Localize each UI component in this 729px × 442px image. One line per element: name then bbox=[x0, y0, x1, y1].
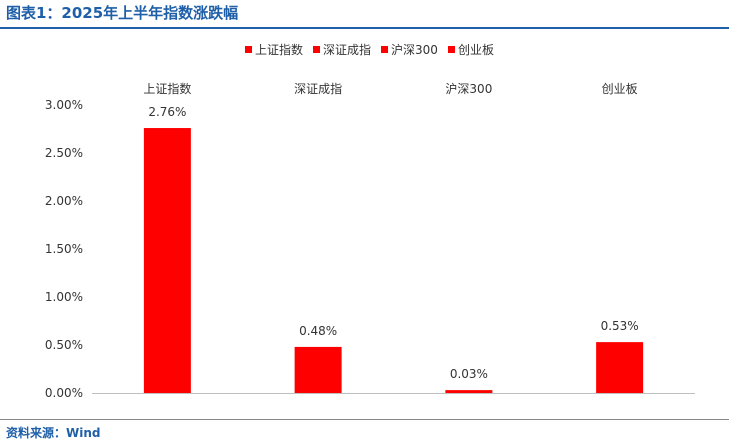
legend-label: 深证成指 bbox=[323, 43, 372, 57]
title-divider bbox=[0, 27, 729, 29]
legend-swatch bbox=[381, 46, 389, 53]
y-tick-label: 1.50% bbox=[45, 242, 83, 256]
y-tick-label: 0.00% bbox=[45, 386, 83, 400]
legend-label: 上证指数 bbox=[255, 43, 304, 57]
bar bbox=[596, 342, 644, 393]
data-label: 0.03% bbox=[450, 367, 488, 381]
data-label: 2.76% bbox=[148, 105, 186, 119]
y-tick-label: 2.50% bbox=[45, 146, 83, 160]
category-label: 深证成指 bbox=[294, 81, 342, 96]
bar-chart: 0.00% 0.50% 1.00% 1.50% 2.00% 2.50% 3.00% 2.76%… bbox=[45, 81, 695, 400]
y-tick-label: 0.50% bbox=[45, 338, 83, 352]
bar bbox=[294, 346, 342, 393]
legend: 上证指数 深证成指 沪深300 创业板 bbox=[245, 41, 494, 58]
bar bbox=[445, 390, 493, 393]
y-tick-label: 2.00% bbox=[45, 194, 83, 208]
footer-divider bbox=[0, 419, 729, 420]
category-label: 上证指数 bbox=[143, 81, 191, 96]
legend-swatch bbox=[313, 46, 321, 53]
data-label: 0.53% bbox=[601, 319, 639, 333]
legend-label: 沪深300 bbox=[391, 43, 438, 57]
legend-item: 沪深300 bbox=[381, 41, 438, 58]
category-label: 创业板 bbox=[602, 82, 638, 96]
y-tick-label: 3.00% bbox=[45, 98, 83, 112]
legend-swatch bbox=[245, 46, 252, 53]
legend-label: 创业板 bbox=[457, 43, 494, 57]
data-label: 0.48% bbox=[299, 324, 337, 338]
bar bbox=[143, 128, 191, 393]
legend-item: 深证成指 bbox=[313, 41, 371, 58]
category-label: 沪深300 bbox=[445, 82, 492, 96]
legend-item: 上证指数 bbox=[245, 41, 303, 58]
y-tick-label: 1.00% bbox=[45, 290, 83, 304]
legend-swatch bbox=[447, 46, 455, 53]
chart-title: 图表1：2025年上半年指数涨跌幅 bbox=[6, 4, 239, 22]
legend-item: 创业板 bbox=[447, 41, 494, 58]
source-note: 资料来源：Wind bbox=[6, 426, 101, 440]
